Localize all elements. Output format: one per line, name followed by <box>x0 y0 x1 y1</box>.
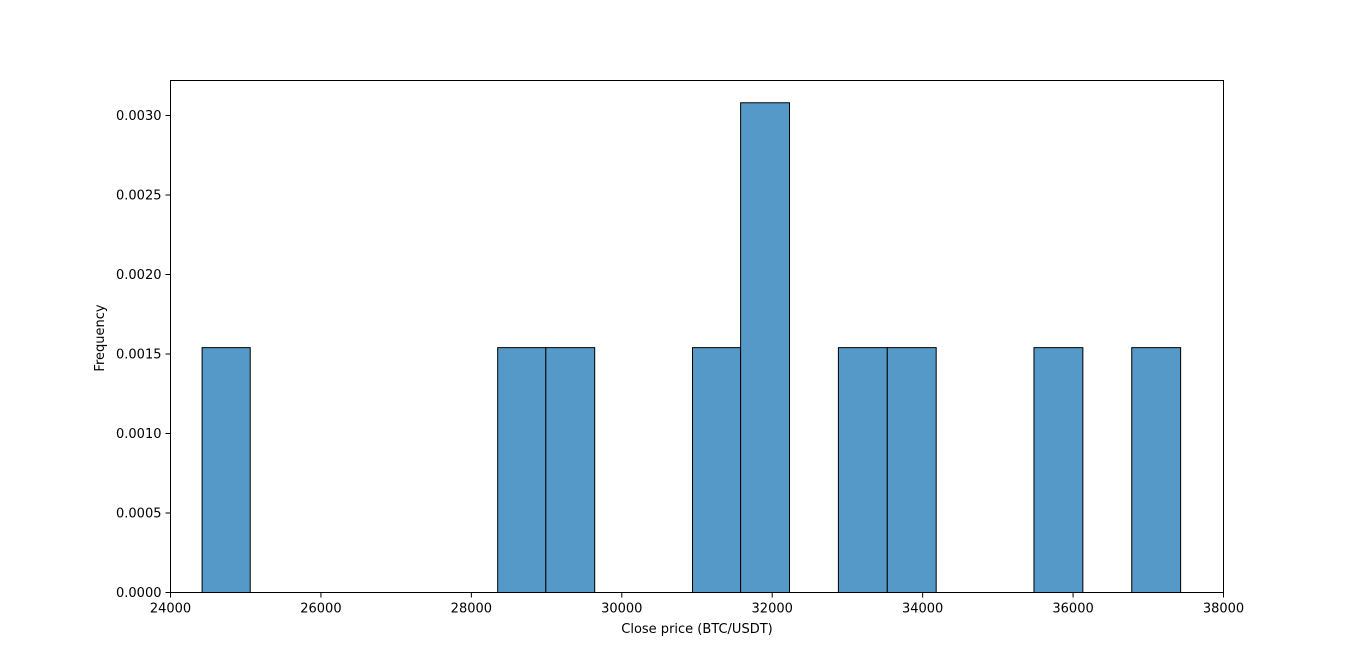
histogram-bar-8 <box>1131 347 1182 593</box>
x-tick-label: 34000 <box>902 602 943 617</box>
x-tick-label: 26000 <box>300 602 341 617</box>
histogram-bar-6 <box>886 347 937 593</box>
x-tick-label: 30000 <box>601 602 642 617</box>
histogram-bar-7 <box>1033 347 1084 593</box>
x-tick-label: 24000 <box>150 602 191 617</box>
x-tick-label: 32000 <box>752 602 793 617</box>
x-axis: 24000 26000 28000 30000 32000 34000 36000 38000 <box>150 592 1244 617</box>
histogram-bar-1 <box>497 347 547 593</box>
x-tick-label: 28000 <box>451 602 492 617</box>
y-tick-label: 0.0015 <box>116 347 162 362</box>
histogram-bar-2 <box>545 347 596 593</box>
y-tick-label: 0.0030 <box>116 109 162 124</box>
histogram-bar-4 <box>740 102 791 594</box>
bars-group <box>201 102 1182 594</box>
x-tick-label: 38000 <box>1203 602 1244 617</box>
y-axis: 0.0000 0.0005 0.0010 0.0015 0.0020 0.0025 0.00… <box>116 109 171 601</box>
y-tick-label: 0.0020 <box>116 268 162 283</box>
histogram-bar-0 <box>201 347 251 593</box>
y-tick-label: 0.0000 <box>116 586 162 601</box>
plot-frame <box>170 80 1224 593</box>
x-tick-label: 36000 <box>1052 602 1093 617</box>
histogram-bar-3 <box>691 347 742 593</box>
y-tick-label: 0.0005 <box>116 506 162 521</box>
y-tick-label: 0.0010 <box>116 427 162 442</box>
histogram-bar-5 <box>837 347 888 593</box>
y-axis-label: Frequency <box>93 304 108 371</box>
x-axis-label: Close price (BTC/USDT) <box>621 622 772 637</box>
y-tick-label: 0.0025 <box>116 188 162 203</box>
